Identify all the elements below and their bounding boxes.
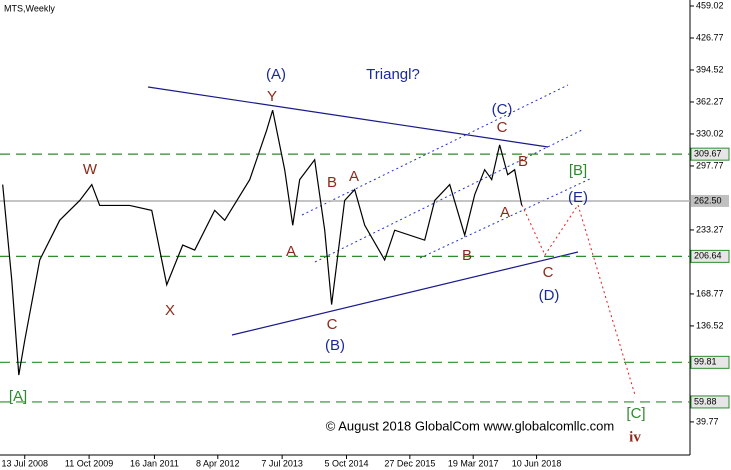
level-label-box [690, 147, 730, 161]
level-label: 206.64 [694, 251, 722, 261]
wave-label: A [500, 204, 510, 221]
wave-label: C [497, 119, 508, 136]
copyright: © August 2018 GlobalCom www.globalcomllc… [326, 418, 615, 433]
wave-label: iv [629, 429, 641, 445]
level-label-box [691, 194, 729, 207]
wave-label: Y [267, 88, 277, 105]
x-tick-label: 7 Jul 2013 [261, 458, 303, 468]
x-tick-label: 11 Oct 2009 [65, 458, 113, 468]
wave-label: [B] [569, 162, 587, 179]
y-tick-label: 233.27 [696, 224, 724, 234]
x-tick-label: 10 Jun 2018 [512, 458, 562, 468]
wave-label: C [327, 316, 338, 333]
level-label-box [690, 355, 730, 369]
y-tick-label: 168.77 [696, 288, 724, 298]
wave-label: B [327, 174, 337, 191]
x-tick-label: 13 Jul 2008 [1, 458, 48, 468]
level-label-box [690, 395, 730, 409]
wave-label: Triangl? [366, 66, 420, 83]
wave-label: (A) [266, 66, 286, 83]
y-tick-label: 362.27 [696, 96, 724, 106]
channel-line [301, 84, 569, 216]
channel-line [419, 177, 593, 259]
wave-label: W [83, 161, 98, 178]
x-tick-label: 5 Oct 2014 [324, 458, 368, 468]
price-line [2, 110, 523, 376]
level-label: 59.88 [694, 396, 717, 406]
y-tick-label: 394.52 [696, 64, 724, 74]
level-label: 262.50 [694, 195, 722, 205]
x-tick-label: 19 Mar 2017 [448, 458, 499, 468]
y-tick-label: 297.77 [696, 160, 724, 170]
triangle-lower [231, 251, 579, 336]
wave-label: C [543, 264, 554, 281]
y-tick-label: 39.77 [696, 416, 719, 426]
triangle-upper [147, 86, 549, 148]
level-label: 309.67 [694, 149, 722, 159]
x-tick-label: 16 Jan 2011 [130, 458, 179, 468]
wave-label: B [518, 153, 528, 170]
wave-label: (C) [492, 101, 513, 118]
x-tick-label: 27 Dec 2015 [384, 458, 435, 468]
wave-label: (E) [568, 189, 588, 206]
y-tick-label: 426.77 [696, 32, 724, 42]
chart-title: MTS,Weekly [4, 3, 55, 13]
wave-label: B [462, 247, 472, 264]
wave-label: X [165, 302, 175, 319]
wave-label: (B) [325, 337, 345, 354]
wave-label: [C] [626, 405, 645, 422]
y-tick-label: 330.02 [696, 128, 724, 138]
x-tick-label: 8 Apr 2012 [196, 458, 240, 468]
y-tick-label: 136.52 [696, 320, 724, 330]
wave-label: A [286, 243, 296, 260]
wave-label: (D) [539, 287, 560, 304]
level-label: 99.81 [694, 357, 717, 367]
level-label-box [690, 249, 730, 263]
wave-label: [A] [9, 388, 27, 405]
y-tick-label: 459.02 [696, 0, 724, 10]
wave-label: A [349, 168, 359, 185]
